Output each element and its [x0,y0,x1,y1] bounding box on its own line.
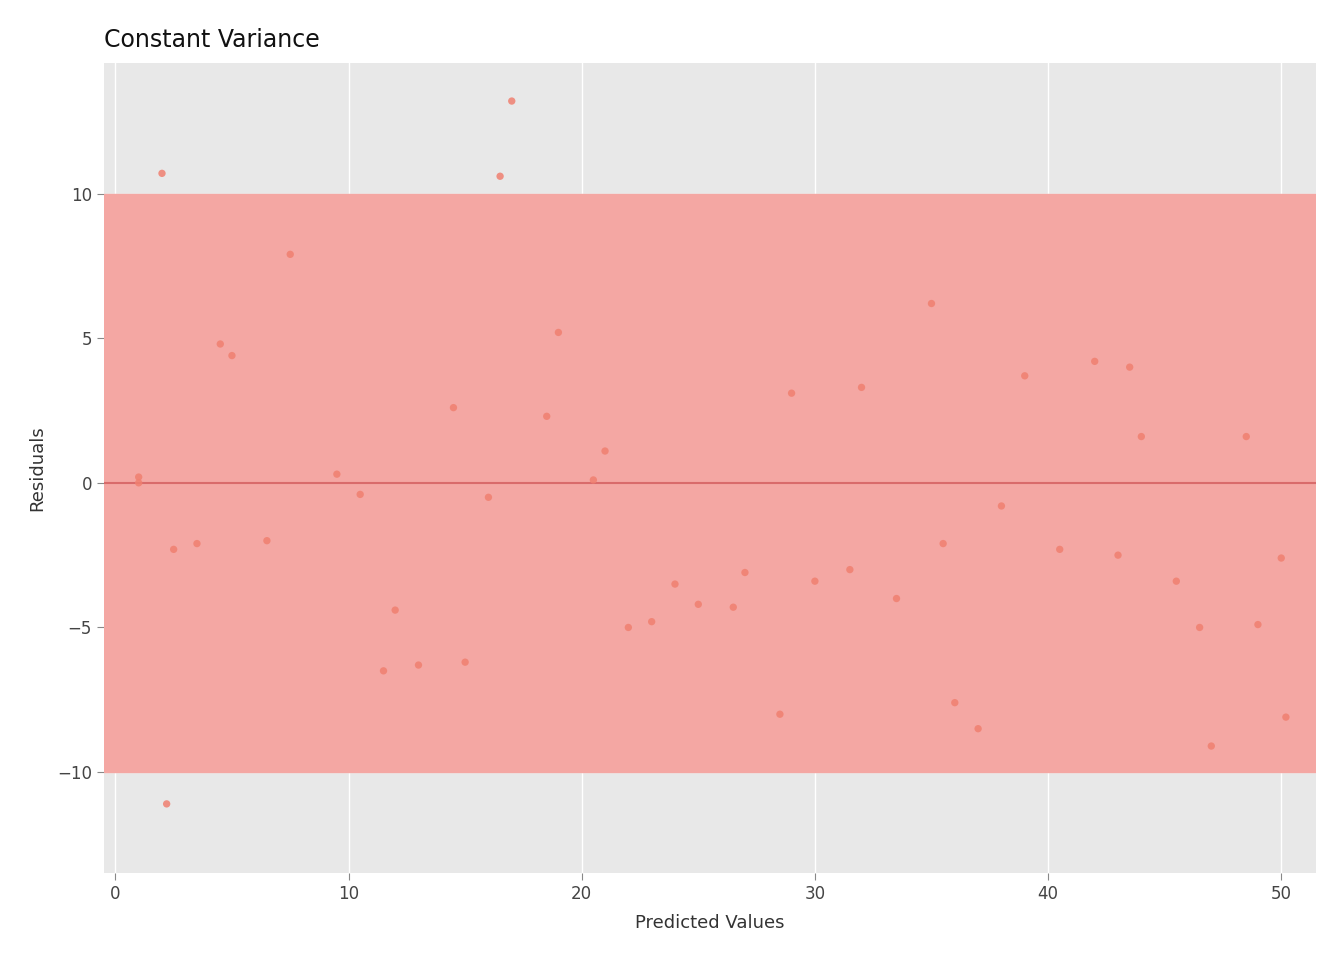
Point [1235,429,1257,444]
Point [769,707,790,722]
Point [1130,429,1152,444]
Point [933,536,954,551]
Point [886,590,907,606]
Point [327,467,348,482]
Text: Constant Variance: Constant Variance [103,28,320,52]
Point [968,721,989,736]
Point [454,655,476,670]
Point [407,658,429,673]
X-axis label: Predicted Values: Predicted Values [636,914,785,932]
Point [594,444,616,459]
Point [804,573,825,588]
Point [210,336,231,351]
Point [851,380,872,396]
Point [442,400,464,416]
Point [991,498,1012,514]
Point [280,247,301,262]
Point [156,796,177,811]
Point [501,93,523,108]
Point [489,169,511,184]
Point [257,533,278,548]
Point [1048,541,1070,557]
Y-axis label: Residuals: Residuals [28,425,46,512]
Point [547,324,569,340]
Point [734,564,755,580]
Point [1200,738,1222,754]
Point [1120,359,1141,374]
Point [1270,550,1292,565]
Point [384,603,406,618]
Point [372,663,394,679]
Point [839,562,860,577]
Point [1085,353,1106,369]
Point [163,541,184,557]
Point [943,695,965,710]
Bar [103,194,1316,772]
Point [1189,620,1211,636]
Point [1165,573,1187,588]
Point [536,409,558,424]
Point [187,536,208,551]
Point [1247,617,1269,633]
Point [128,469,149,485]
Point [723,600,745,615]
Point [688,596,710,612]
Point [618,620,640,636]
Point [664,576,685,591]
Point [582,472,603,488]
Point [1275,709,1297,725]
Point [128,475,149,491]
Point [781,386,802,401]
Point [921,296,942,311]
Point [1013,368,1035,383]
Point [222,348,243,363]
Point [1107,547,1129,563]
Point [349,487,371,502]
Point [641,614,663,630]
Point [477,490,499,505]
Point [152,166,173,181]
